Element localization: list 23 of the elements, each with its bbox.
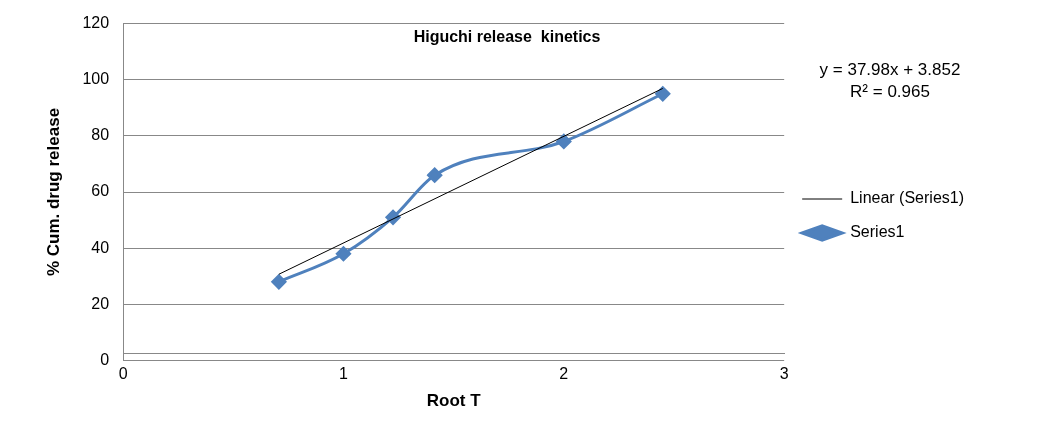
x-tick-label: 2 — [559, 364, 569, 382]
y-tick-label: 100 — [82, 70, 110, 88]
y-tick-label: 60 — [91, 182, 110, 200]
y-tick-label: 80 — [91, 126, 110, 144]
y-tick-label: 40 — [91, 238, 110, 256]
point — [427, 167, 443, 183]
text: R² = 0.965 — [850, 82, 930, 102]
text: y = 37.98x + 3.852 — [819, 60, 961, 80]
point — [271, 274, 287, 290]
y-tick-label: 0 — [100, 350, 110, 368]
y-tick-label: 20 — [91, 294, 110, 312]
point — [335, 246, 351, 262]
x-tick-label: 3 — [779, 364, 789, 382]
legend-label: Series1 — [850, 223, 905, 241]
y-axis-title: % Cum. drug release — [43, 107, 63, 277]
point — [655, 86, 671, 102]
x-tick-label: 1 — [339, 364, 348, 382]
x-axis-title: Root T — [426, 390, 482, 410]
point — [556, 133, 572, 149]
chart-title: Higuchi release kinetics — [413, 27, 601, 45]
y-tick-label: 120 — [82, 14, 110, 32]
legend-label: Linear (Series1) — [850, 189, 964, 207]
x-tick-label: 0 — [118, 364, 128, 382]
